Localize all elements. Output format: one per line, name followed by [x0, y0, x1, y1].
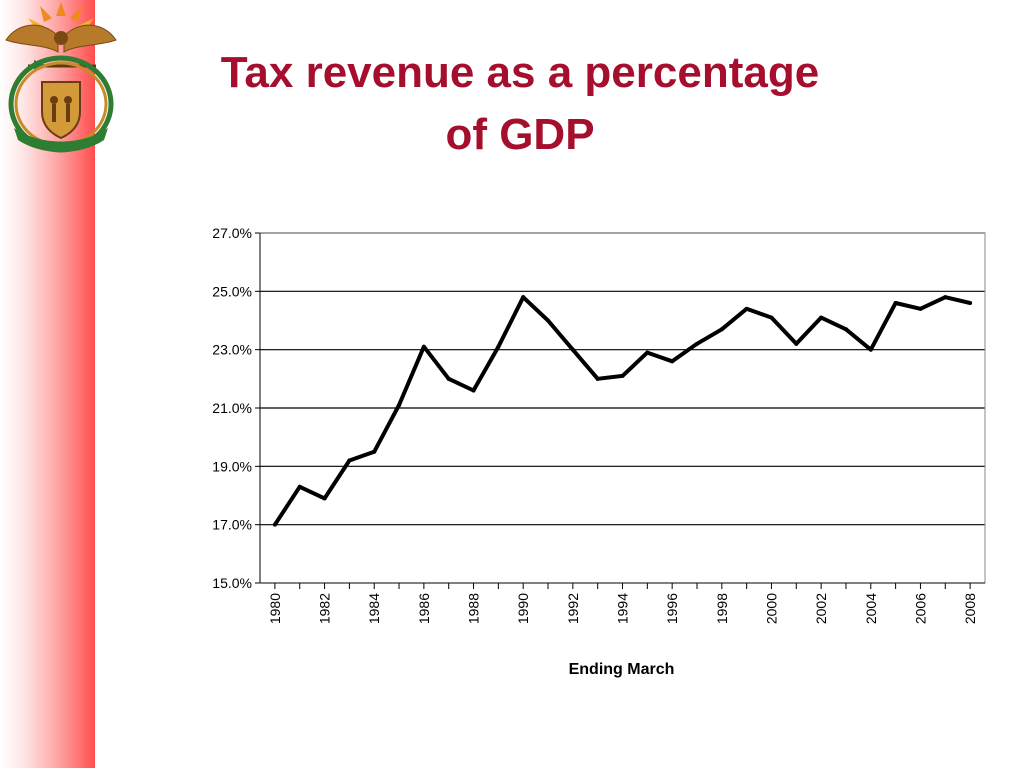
- data-points: [272, 295, 973, 527]
- data-point: [893, 301, 898, 305]
- x-tick-label: 2002: [813, 593, 829, 624]
- slide-title: Tax revenue as a percentage of GDP: [150, 42, 890, 166]
- x-tick-label: 1984: [366, 593, 382, 624]
- y-axis-ticks: 15.0% 17.0% 19.0% 21.0% 23.0% 25.0% 27.0%: [212, 225, 260, 591]
- motto-banner: [14, 128, 108, 152]
- data-point: [471, 388, 476, 393]
- y-tick-label: 23.0%: [212, 342, 252, 358]
- shield-shape: [41, 81, 81, 140]
- x-axis-ticks: 1980 1982 1984 1986 1988 1990 1992 1994 1996 1998…: [267, 583, 978, 624]
- data-point: [794, 341, 799, 346]
- x-tick-label: 2004: [863, 593, 879, 624]
- series-line: [273, 295, 971, 526]
- x-axis-title: Ending March: [569, 661, 675, 678]
- data-point: [570, 347, 575, 352]
- data-point: [546, 318, 551, 323]
- title-line-2: of GDP: [445, 110, 595, 159]
- data-point: [918, 306, 923, 311]
- y-tick-label: 17.0%: [212, 517, 252, 533]
- gridlines: [260, 232, 985, 526]
- data-point: [620, 373, 625, 378]
- x-tick-label: 1986: [416, 593, 432, 624]
- data-point: [347, 458, 352, 463]
- data-point: [421, 344, 426, 349]
- x-tick-label: 1992: [565, 593, 581, 624]
- data-point: [372, 449, 377, 454]
- x-tick-label: 2008: [962, 593, 978, 624]
- data-point: [769, 315, 774, 320]
- data-point: [943, 295, 948, 300]
- data-point: [397, 403, 402, 408]
- data-point: [272, 522, 277, 527]
- x-tick-label: 1990: [515, 593, 531, 624]
- data-point: [595, 376, 600, 381]
- data-point: [968, 301, 973, 305]
- y-tick-label: 25.0%: [212, 283, 252, 299]
- x-tick-label: 1982: [317, 593, 333, 624]
- data-point: [297, 484, 302, 489]
- x-tick-label: 1994: [615, 593, 631, 624]
- x-tick-label: 2006: [912, 593, 928, 624]
- x-tick-label: 1998: [714, 593, 730, 624]
- coat-of-arms-logo: [5, 2, 117, 153]
- y-tick-label: 19.0%: [212, 458, 252, 474]
- data-point: [496, 344, 501, 349]
- x-tick-label: 1996: [664, 593, 680, 624]
- x-tick-label: 1980: [267, 593, 283, 624]
- data-point: [719, 327, 724, 332]
- x-tick-label: 2000: [763, 593, 779, 624]
- title-line-1: Tax revenue as a percentage: [220, 48, 820, 97]
- data-point: [744, 306, 749, 311]
- data-point: [521, 295, 526, 300]
- data-point: [446, 376, 451, 381]
- data-point: [322, 496, 327, 501]
- data-point: [843, 327, 848, 332]
- x-tick-label: 1988: [466, 593, 482, 624]
- data-point: [819, 315, 824, 320]
- y-tick-label: 27.0%: [212, 225, 252, 241]
- data-point: [868, 347, 873, 352]
- y-tick-label: 21.0%: [212, 400, 252, 416]
- y-tick-label: 15.0%: [212, 575, 252, 591]
- data-point: [670, 359, 675, 364]
- data-point: [645, 350, 650, 355]
- data-point: [694, 341, 699, 346]
